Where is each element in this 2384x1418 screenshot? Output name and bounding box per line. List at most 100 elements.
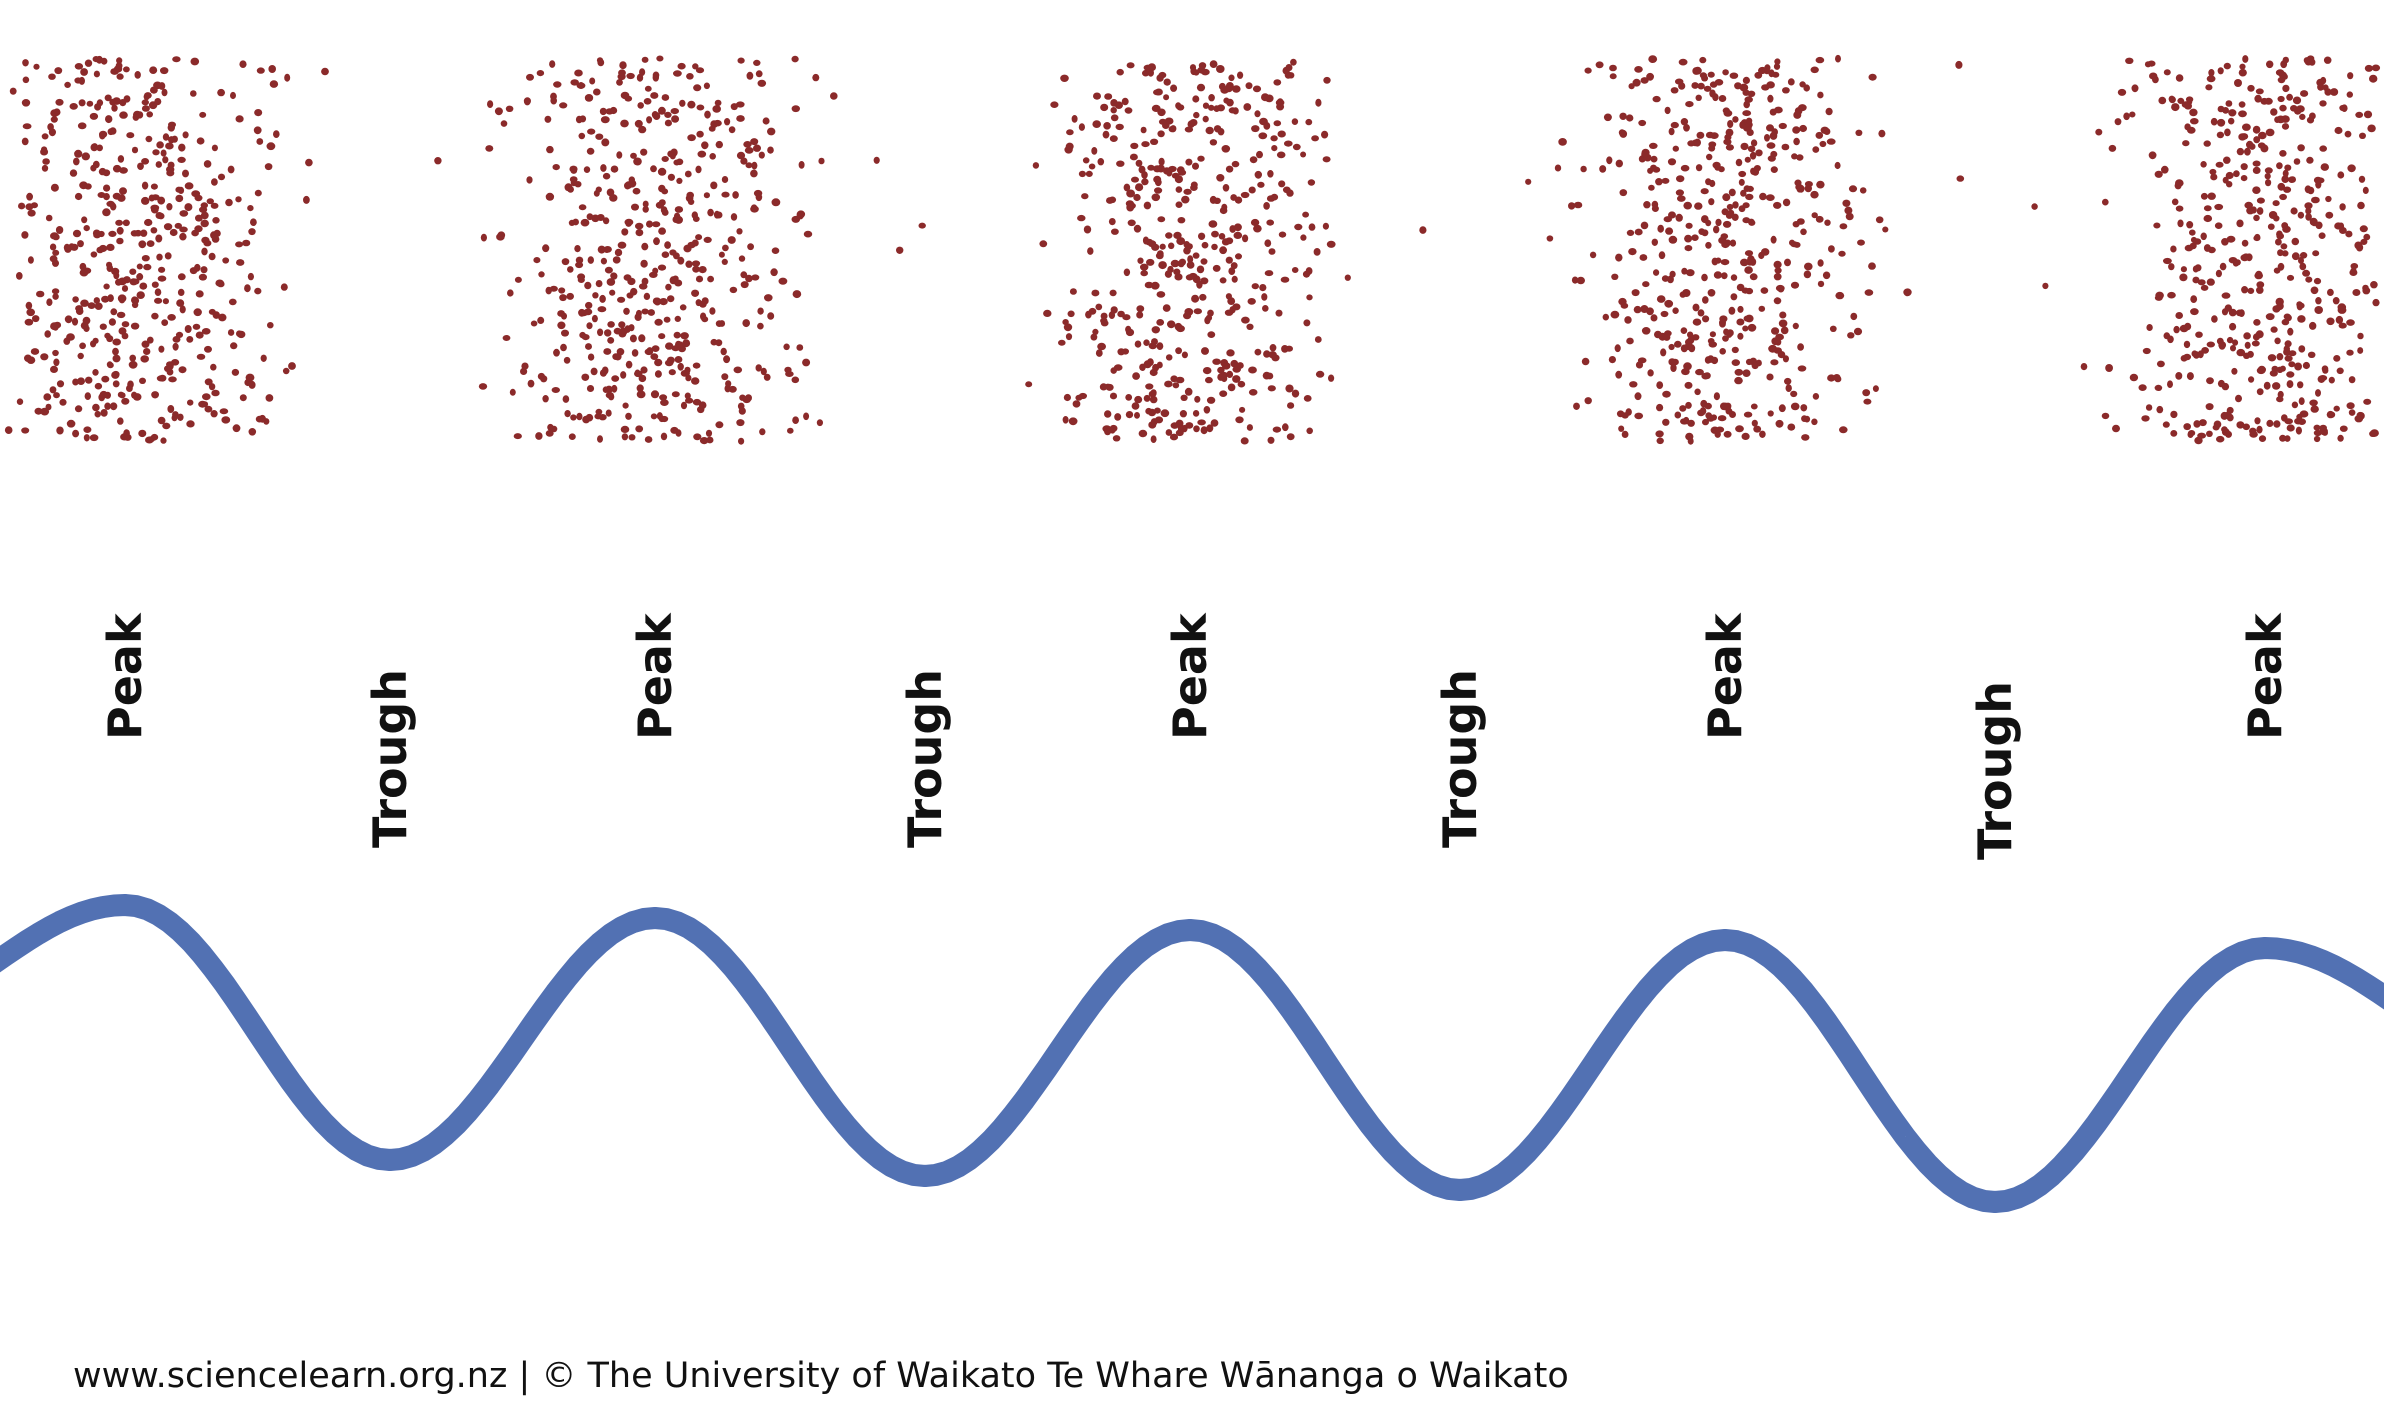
air-particle (1147, 408, 1157, 417)
air-particle (1208, 104, 1215, 111)
air-particle (674, 279, 683, 287)
air-particle (2161, 165, 2169, 174)
air-particle (115, 62, 123, 70)
air-particle (1141, 178, 1149, 186)
air-particle (751, 161, 758, 170)
air-particle (2339, 425, 2348, 432)
air-particle (2267, 223, 2275, 230)
air-particle (578, 132, 586, 140)
air-particle (2313, 424, 2321, 431)
air-particle (660, 432, 668, 441)
air-particle (1855, 129, 1863, 136)
air-particle (1280, 276, 1290, 283)
air-particle (500, 120, 508, 127)
air-particle (592, 292, 599, 299)
air-particle (671, 391, 680, 398)
air-particle (607, 321, 615, 328)
air-particle (116, 237, 124, 245)
air-particle (1154, 178, 1162, 187)
air-particle (1667, 158, 1677, 166)
air-particle (1738, 178, 1745, 186)
air-particle (2244, 201, 2253, 209)
air-particle (1243, 103, 1252, 111)
air-particle (112, 192, 122, 200)
air-particle (1677, 195, 1686, 202)
air-particle (2267, 354, 2277, 362)
air-particle (1804, 181, 1813, 188)
air-particle (634, 119, 643, 128)
air-particle (736, 419, 745, 427)
air-particle (79, 342, 86, 350)
air-particle (2362, 287, 2371, 295)
air-particle (1730, 293, 1738, 301)
air-particle (1176, 325, 1185, 333)
air-particle (1609, 64, 1617, 72)
air-particle (2123, 112, 2130, 121)
air-particle (1252, 85, 1262, 93)
air-particle (1735, 158, 1743, 167)
air-particle (1203, 406, 1211, 414)
air-particle (1103, 122, 1111, 130)
air-particle (24, 318, 34, 326)
air-particle (1127, 219, 1136, 227)
air-particle (1300, 234, 1307, 241)
air-particle (1131, 176, 1139, 183)
air-particle (171, 135, 178, 143)
air-particle (93, 70, 100, 78)
air-particle (679, 99, 686, 107)
air-particle (2255, 88, 2264, 95)
air-particle (1205, 126, 1214, 135)
air-particle (2347, 164, 2356, 173)
air-particle (1829, 325, 1837, 332)
air-particle (1264, 270, 1274, 277)
air-particle (1611, 273, 1619, 280)
air-particle (1771, 327, 1780, 335)
air-particle (2154, 170, 2163, 178)
air-particle (692, 216, 700, 222)
air-particle (703, 236, 712, 243)
air-particle (2240, 175, 2248, 182)
air-particle (1157, 130, 1165, 138)
air-particle (718, 251, 725, 258)
air-particle (2229, 322, 2237, 331)
air-particle (1792, 322, 1799, 330)
air-particle (1090, 333, 1098, 341)
air-particle (601, 138, 610, 147)
air-particle (1077, 214, 1086, 222)
air-particle (104, 94, 112, 102)
air-particle (254, 109, 263, 117)
air-particle (2324, 88, 2332, 96)
air-particle (599, 107, 607, 116)
air-particle (1104, 93, 1113, 100)
air-particle (1068, 417, 1078, 426)
air-particle (1254, 110, 1261, 118)
air-particle (671, 115, 680, 123)
air-particle (1751, 362, 1759, 370)
air-particle (798, 161, 805, 169)
air-particle (2183, 340, 2191, 349)
air-particle (1154, 88, 1163, 96)
air-particle (1202, 115, 1209, 123)
air-particle (2248, 376, 2255, 383)
air-particle (92, 160, 100, 169)
air-particle (526, 176, 533, 184)
air-particle (1183, 246, 1191, 255)
air-particle (628, 434, 636, 441)
air-particle (2189, 108, 2198, 117)
air-particle (1721, 272, 1728, 280)
air-particle (116, 57, 123, 64)
air-particle (1193, 425, 1200, 433)
air-particle (1745, 117, 1753, 125)
air-particle (98, 393, 105, 402)
air-particle (1675, 213, 1683, 222)
air-particle (1750, 139, 1758, 147)
air-particle (2206, 377, 2214, 385)
air-particle (737, 402, 745, 410)
air-particle (784, 366, 792, 374)
air-particle (2241, 239, 2249, 247)
air-particle (1680, 327, 1688, 334)
air-particle (1237, 71, 1244, 79)
air-particle (1727, 120, 1734, 128)
air-particle (796, 344, 804, 351)
air-particle (1151, 326, 1161, 334)
